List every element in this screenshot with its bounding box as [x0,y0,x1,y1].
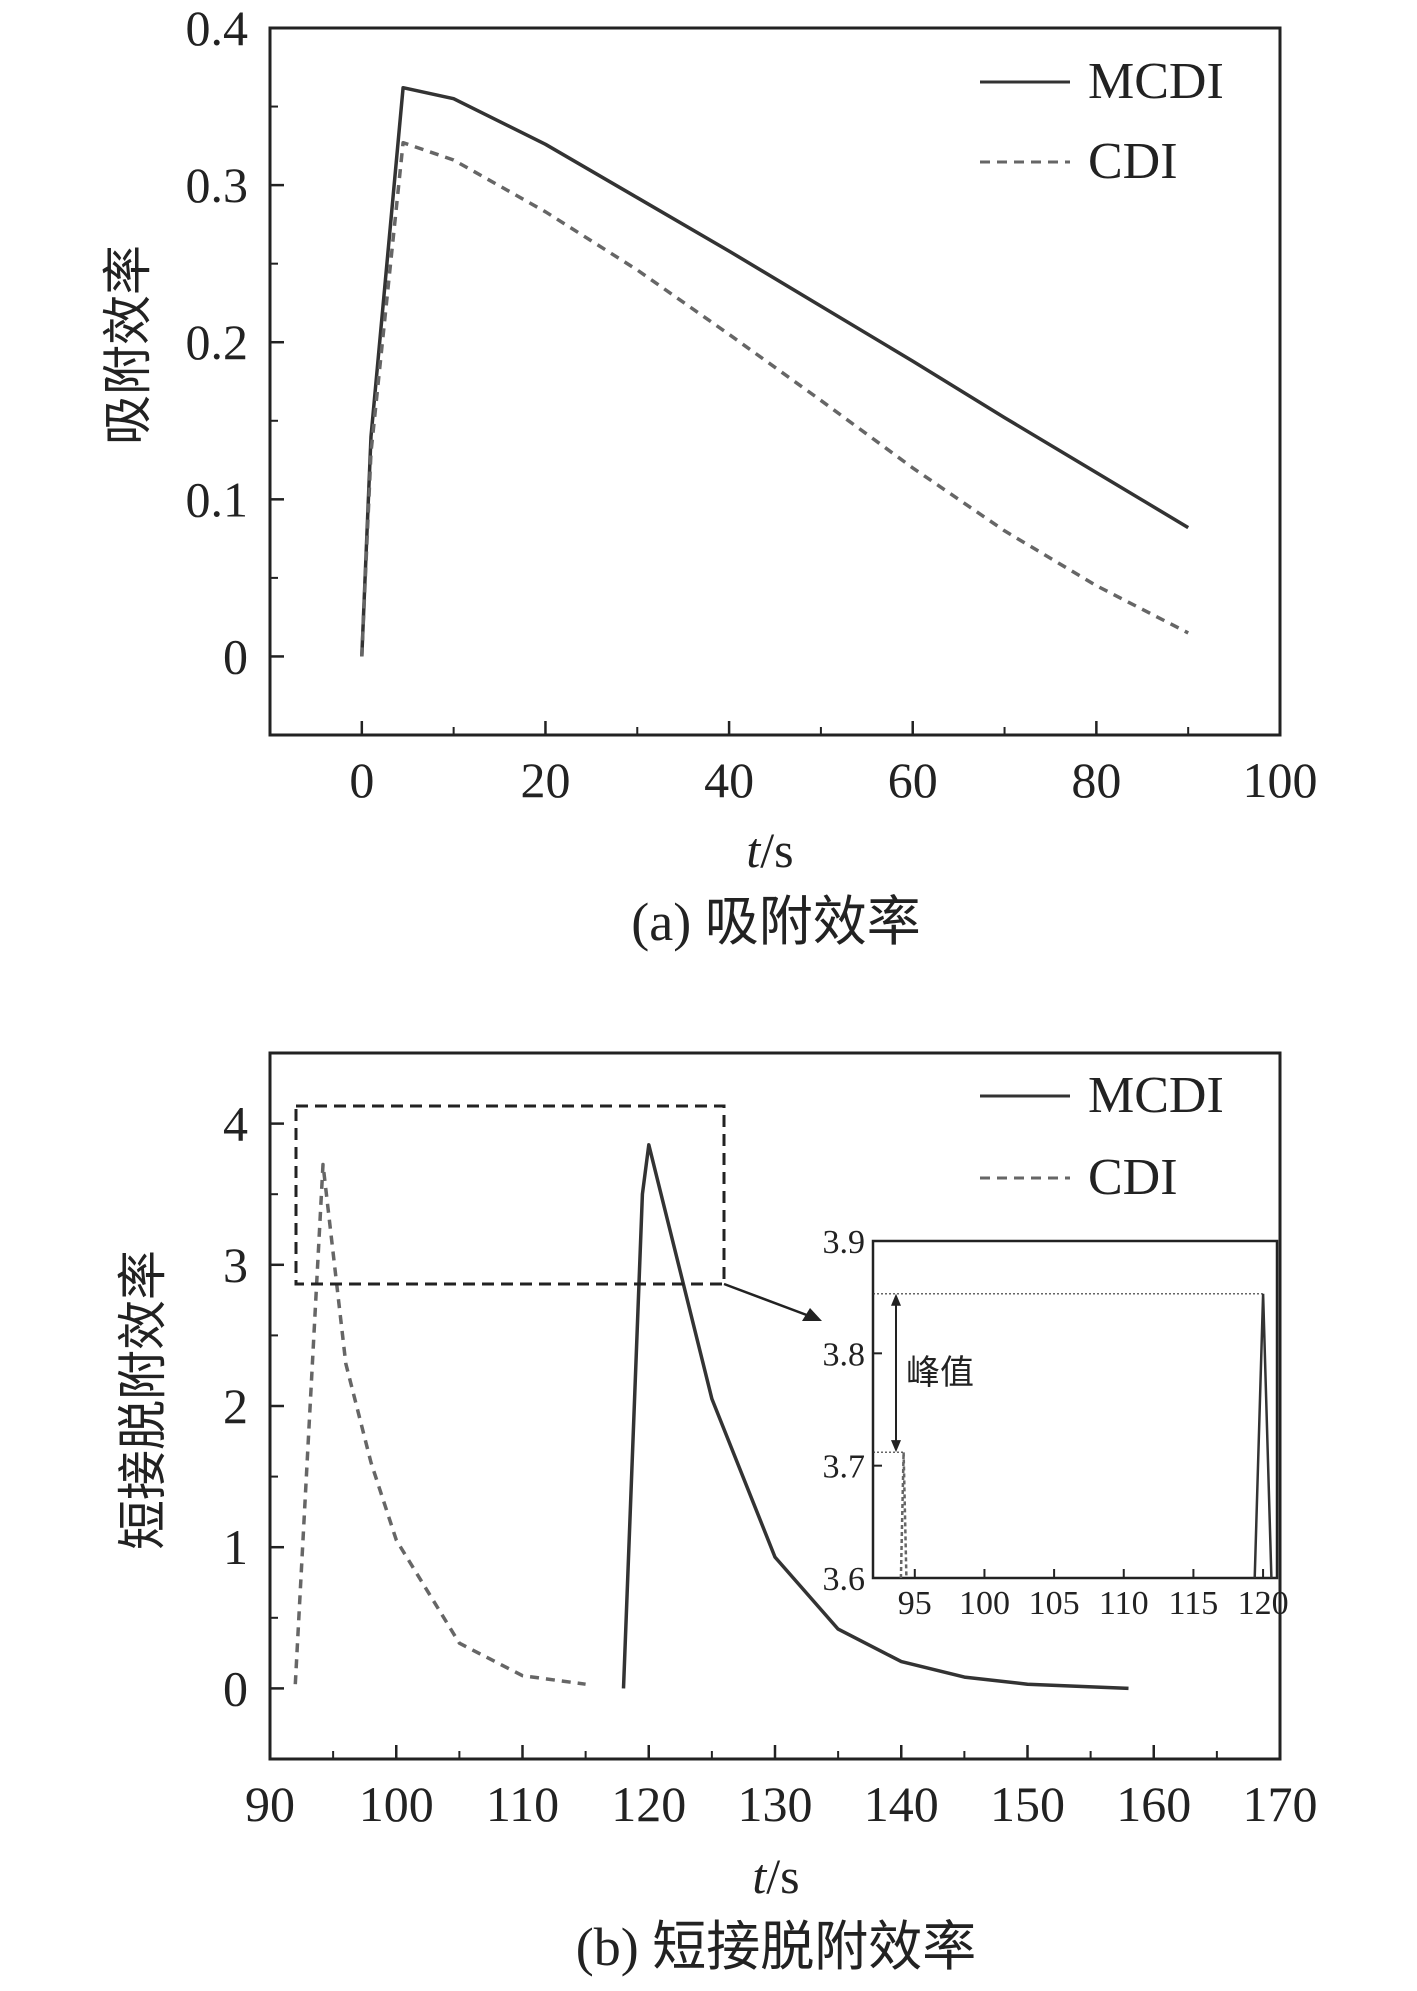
y-tick-label-a-2: 0.2 [186,314,249,370]
inset-x-tick-label-1: 100 [959,1585,1010,1622]
x-tick-label-b-8: 170 [1243,1776,1318,1832]
legend-mcdi-label-a: MCDI [1088,53,1224,110]
panel-b: 90 100 110 120 130 140 150 160 170 0 1 2 3 4 MCDI CDI… [115,1051,1318,1977]
x-tick-label-a-2: 40 [704,752,754,808]
zoom-region-box [294,1104,726,1286]
y-tick-label-a-3: 0.3 [186,157,249,213]
legend-cdi-label-b: CDI [1088,1149,1178,1206]
inset-mcdi-line [1253,1293,1273,1579]
x-axis-label-b: t/s [752,1848,799,1904]
y-tick-label-b-3: 3 [223,1237,248,1293]
x-tick-label-b-7: 160 [1116,1776,1191,1832]
series-a [360,85,1190,657]
x-tick-label-a-4: 80 [1071,752,1121,808]
caption-b: (b) 短接脱附效率 [576,1917,976,1977]
inset-peak-annotation: 峰值 [906,1354,974,1392]
x-tick-label-b-2: 110 [486,1776,559,1832]
x-axis-label-b-var: t [752,1848,767,1904]
y-tick-label-b-2: 2 [223,1378,248,1434]
x-tick-label-b-1: 100 [359,1776,434,1832]
ticks-b: 90 100 110 120 130 140 150 160 170 0 1 2 3 4 [223,1096,1318,1832]
inset-x-tick-label-2: 105 [1029,1585,1080,1622]
inset-y-tick-label-2: 3.8 [823,1336,866,1373]
x-tick-label-a-5: 100 [1243,752,1318,808]
series-b [293,1143,1129,1691]
y-axis-label-a: 吸附效率 [100,245,156,445]
x-tick-label-b-4: 130 [738,1776,813,1832]
x-tick-label-b-5: 140 [864,1776,939,1832]
ticks-a: 0 20 40 60 80 100 0 0.1 0.2 0.3 0.4 [186,0,1318,808]
inset-x-tick-label-5: 120 [1238,1585,1289,1622]
y-tick-label-b-4: 4 [223,1096,248,1152]
zoom-arrow-line [723,1282,813,1319]
x-tick-label-a-1: 20 [520,752,570,808]
x-axis-label-a-var: t [746,822,761,878]
inset-chart: 95 100 105 110 115 120 3.6 3.7 3.8 3.9 峰值 [823,1224,1289,1622]
y-axis-label-b: 短接脱附效率 [115,1250,171,1550]
inset-y-tick-label-1: 3.7 [823,1449,866,1486]
x-axis-label-a-unit: /s [760,822,793,878]
inset-y-tick-label-0: 3.6 [823,1561,866,1598]
y-tick-label-b-1: 1 [223,1519,248,1575]
inset-frame [871,1239,1279,1580]
zoom-arrow-head [802,1308,822,1321]
series-cdi-line-a [360,140,1190,657]
x-tick-label-b-0: 90 [245,1776,295,1832]
inset-series [873,1293,1273,1579]
x-axis-label-b-unit: /s [766,1848,799,1904]
x-tick-label-b-3: 120 [611,1776,686,1832]
inset-arrow-head-bottom [891,1440,901,1453]
inset-x-tick-label-3: 110 [1099,1585,1149,1622]
legend-mcdi-label-b: MCDI [1088,1067,1224,1124]
series-mcdi-line-b [621,1143,1129,1691]
x-tick-label-b-6: 150 [990,1776,1065,1832]
legend-a: MCDI CDI [980,53,1224,190]
y-tick-label-a-1: 0.1 [186,471,249,527]
inset-y-tick-label-3: 3.9 [823,1224,866,1261]
series-mcdi-line-a [360,85,1190,657]
inset-arrow-head-top [891,1293,901,1306]
x-tick-label-a-0: 0 [349,752,374,808]
series-cdi-line-b [293,1162,586,1686]
y-tick-label-b-0: 0 [223,1660,248,1716]
y-tick-label-a-4: 0.4 [186,0,249,56]
x-axis-label-a: t/s [746,822,793,878]
x-tick-label-a-3: 60 [888,752,938,808]
y-tick-label-a-0: 0 [223,628,248,684]
inset-x-tick-label-4: 115 [1169,1585,1219,1622]
legend-cdi-label-a: CDI [1088,133,1178,190]
legend-b: MCDI CDI [980,1067,1224,1206]
inset-x-tick-label-0: 95 [898,1585,932,1622]
plot-frame-a [268,26,1282,737]
caption-a: (a) 吸附效率 [631,892,920,952]
inset-ticks: 95 100 105 110 115 120 3.6 3.7 3.8 3.9 [823,1224,1289,1622]
